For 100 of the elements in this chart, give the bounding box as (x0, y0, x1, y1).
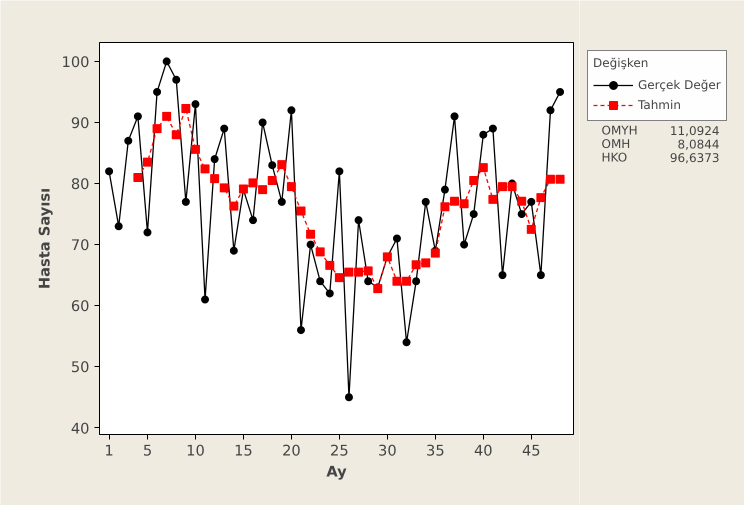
point (412, 260, 421, 270)
point (546, 174, 555, 184)
x-tick-label: 10 (186, 442, 205, 460)
point (430, 248, 440, 258)
point (297, 326, 305, 334)
point (142, 158, 152, 167)
point (488, 124, 497, 133)
x-tick-label: 40 (474, 442, 493, 460)
x-tick-label: 35 (426, 442, 445, 460)
point (230, 246, 238, 255)
point (392, 234, 401, 242)
point (469, 176, 478, 185)
point (527, 198, 536, 206)
x-tick-label: 1 (104, 442, 114, 460)
point (392, 276, 402, 286)
legend-label: Gerçek Değer (638, 78, 721, 92)
y-axis-title: Hasta Sayısı (36, 188, 54, 290)
point (402, 276, 412, 286)
y-tick-label: 60 (70, 298, 90, 316)
x-tick-label: 15 (234, 442, 253, 460)
point (143, 228, 152, 236)
y-tick-label: 70 (70, 237, 90, 254)
point (488, 194, 498, 204)
point (354, 268, 364, 277)
point (153, 88, 162, 96)
point (421, 258, 430, 268)
point (364, 266, 373, 276)
point (422, 198, 430, 206)
text: HKO 96,6373 (602, 150, 720, 165)
x-tick-label: 25 (330, 442, 349, 460)
legend-label: Tahmin (638, 98, 682, 112)
point (440, 202, 450, 212)
text: OMYH 11,0924 (602, 124, 720, 138)
point (334, 273, 344, 282)
point (536, 193, 546, 202)
x-tick-label: 20 (282, 442, 301, 460)
y-tick-label: 80 (70, 176, 90, 194)
point (364, 277, 372, 286)
point (181, 104, 190, 113)
point (440, 186, 449, 194)
point (152, 124, 162, 134)
point (286, 182, 296, 192)
point (325, 260, 334, 270)
point (536, 271, 545, 280)
point (268, 176, 277, 185)
point (460, 199, 469, 208)
point (306, 240, 315, 249)
point (201, 296, 210, 304)
point (479, 130, 488, 139)
point (258, 185, 268, 194)
point (229, 202, 238, 211)
point (508, 182, 517, 192)
point (287, 106, 296, 114)
point (517, 196, 526, 206)
point (354, 216, 363, 224)
point (316, 247, 325, 256)
y-tick-label: 50 (70, 359, 90, 376)
point (344, 393, 353, 402)
x-axis-title: Ay (326, 464, 348, 480)
point (258, 118, 267, 126)
legend-title: Değişken (593, 56, 650, 70)
point (162, 57, 171, 66)
point (190, 144, 200, 154)
point (335, 167, 344, 176)
point (556, 174, 565, 184)
point (277, 160, 286, 170)
point (210, 155, 219, 164)
point (344, 268, 354, 277)
point (172, 76, 180, 84)
text: OMH 8,0844 (602, 137, 720, 152)
point (182, 198, 190, 206)
point (114, 222, 123, 230)
point (412, 277, 420, 286)
point (498, 271, 506, 280)
point (450, 112, 459, 120)
point (498, 182, 507, 192)
point (326, 289, 334, 298)
point (105, 167, 114, 176)
point (248, 178, 258, 188)
point (134, 112, 142, 120)
point (133, 172, 142, 182)
point (124, 136, 132, 145)
point (200, 164, 210, 174)
point (162, 112, 172, 121)
y-tick-label: 100 (62, 54, 90, 71)
point (460, 240, 468, 249)
x-tick-label: 5 (142, 442, 152, 460)
x-tick-label: 30 (378, 442, 397, 460)
point (518, 210, 526, 218)
point (296, 206, 306, 216)
y-tick-label: 90 (70, 114, 90, 132)
point (316, 277, 324, 286)
point (526, 224, 536, 234)
point (470, 210, 478, 218)
point (172, 130, 181, 140)
point (268, 161, 276, 170)
point (402, 338, 411, 346)
point (220, 183, 229, 192)
x-tick-label: 45 (522, 442, 541, 460)
point (306, 230, 316, 239)
